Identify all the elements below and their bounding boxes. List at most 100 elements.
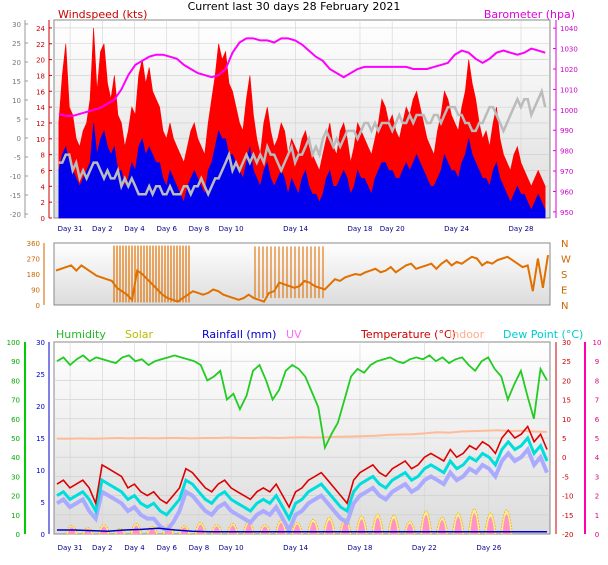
barometer-tick-label: 980 [560, 148, 573, 156]
wind-outer-tick-label: 0 [17, 135, 21, 143]
barometer-label: Barometer (hpa) [484, 8, 575, 21]
temperature-x-tick-label: Day 14 [283, 544, 309, 552]
temperature-x-tick-label: Day 26 [476, 544, 502, 552]
uv-peak [309, 521, 318, 534]
humidity-tick-label: 80 [11, 377, 20, 385]
humidity-tick-label: 50 [11, 435, 20, 443]
wind-outer-tick-label: -15 [10, 192, 21, 200]
wind-inner-tick-label: 8 [41, 152, 45, 160]
direction-compass-label: N [561, 239, 568, 250]
direction-degree-label: 360 [27, 240, 40, 248]
temperature-axis: 30 25 20 15 10 5 0 -5 -10 -15 -20 [555, 339, 573, 539]
uv-peak [422, 514, 430, 534]
barometer-tick-label: 1030 [560, 46, 578, 54]
wind-outer-tick-label: -20 [10, 211, 21, 219]
humidity-tick-label: 90 [11, 358, 20, 366]
temperature-panel: Humidity Solar Rainfall (mm) UV Temperat… [7, 328, 602, 552]
barometer-tick-label: 1000 [560, 107, 578, 115]
legend-uv: UV [286, 328, 302, 341]
uv-tick-label: 0 [595, 531, 599, 539]
solar-tick-label: 20 [36, 403, 45, 411]
wind-x-tick-label: Day 24 [444, 225, 470, 233]
wind-grey-series [58, 87, 547, 198]
legend-dew-point: Dew Point (°C) [503, 328, 583, 341]
barometer-tick-label: 960 [560, 188, 573, 196]
barometer-tick-label: 970 [560, 168, 573, 176]
barometer-tick-label: 1010 [560, 86, 578, 94]
legend-solar: Solar [125, 328, 154, 341]
wind-inner-tick-label: 12 [36, 120, 45, 128]
wind-inner-tick-label: 2 [41, 199, 45, 207]
solar-tick-label: 10 [36, 467, 45, 475]
wind-x-tick-label: Day 18 [347, 225, 372, 233]
barometer-series [58, 37, 546, 117]
legend-rainfall: Rainfall (mm) [202, 328, 276, 341]
wind-x-tick-label: Day 31 [58, 225, 83, 233]
direction-compass-label: S [561, 270, 567, 281]
temperature-tick-label: 10 [562, 416, 571, 424]
barometer-tick-label: 990 [560, 127, 573, 135]
humidity-tick-label: 100 [7, 339, 20, 347]
barometer-tick-label: 950 [560, 209, 573, 217]
uv-peak [470, 513, 479, 534]
temperature-x-tick-label: Day 8 [189, 544, 210, 552]
dew-point-series [56, 435, 549, 523]
uv-tick-label: 4 [595, 454, 600, 462]
barometer-tick-label: 1020 [560, 66, 578, 74]
humidity-tick-label: 20 [11, 493, 20, 501]
temperature-tick-label: 5 [562, 435, 566, 443]
uv-tick-label: 8 [595, 377, 599, 385]
wind-series [58, 27, 547, 219]
wind-outer-tick-label: 15 [12, 78, 21, 86]
temperature-x-tick-label: Day 4 [124, 544, 145, 552]
direction-compass-label: N [561, 301, 568, 312]
wind-left-outer-axis: 30 25 20 15 10 5 0 -5 -10 -15 -20 [10, 20, 28, 219]
temperature-tick-label: -15 [562, 512, 573, 520]
wind-outer-tick-label: 10 [12, 97, 21, 105]
solar-tick-label: 25 [36, 371, 45, 379]
wind-x-tick-label: Day 2 [92, 225, 113, 233]
wind-x-tick-label: Day 28 [509, 225, 534, 233]
temperature-tick-label: -10 [562, 493, 573, 501]
temperature-x-tick-label: Day 10 [219, 544, 244, 552]
uv-peak [357, 519, 366, 534]
uv-tick-label: 5 [595, 435, 599, 443]
temperature-x-tick-label: Day 18 [347, 544, 372, 552]
wind-outer-tick-label: 25 [12, 40, 21, 48]
solar-tick-label: 0 [41, 531, 45, 539]
humidity-tick-label: 30 [11, 473, 20, 481]
wind-inner-tick-label: 20 [36, 57, 45, 65]
humidity-tick-label: 0 [16, 531, 20, 539]
direction-degree-label: 0 [36, 302, 40, 310]
temperature-tick-label: -5 [562, 473, 569, 481]
wind-panel: Windspeed (kts) Barometer (hpa) 30252015… [10, 8, 578, 233]
uv-peak [502, 514, 511, 534]
wind-inner-tick-label: 22 [36, 41, 45, 49]
wind-outer-tick-label: 5 [17, 116, 21, 124]
direction-series [55, 245, 549, 303]
temperature-series [56, 424, 548, 509]
indoor-series [57, 429, 548, 440]
uv-tick-label: 10 [593, 339, 602, 347]
direction-degree-label: 180 [27, 271, 40, 279]
uv-peak [373, 517, 382, 534]
chart-title: Current last 30 days 28 February 2021 [188, 0, 401, 13]
temperature-x-tick-label: Day 6 [156, 544, 177, 552]
temperature-tick-label: 25 [562, 358, 571, 366]
wind-inner-tick-label: 18 [36, 72, 45, 80]
temperature-tick-label: 0 [562, 454, 566, 462]
temperature-tick-label: 15 [562, 397, 571, 405]
solar-tick-label: 5 [41, 499, 45, 507]
legend-temperature: Temperature (°C) [360, 328, 456, 341]
temperature-x-tick-label: Day 22 [412, 544, 437, 552]
temperature-legend: Humidity Solar Rainfall (mm) UV Temperat… [56, 328, 583, 341]
wind-x-tick-label: Day 8 [189, 225, 210, 233]
rainfall-series [57, 527, 547, 533]
temperature-tick-label: 30 [562, 339, 571, 347]
wind-inner-tick-label: 24 [36, 25, 45, 33]
uv-peak [99, 526, 108, 534]
dew-band-series [55, 445, 549, 535]
barometer-tick-label: 1040 [560, 25, 578, 33]
